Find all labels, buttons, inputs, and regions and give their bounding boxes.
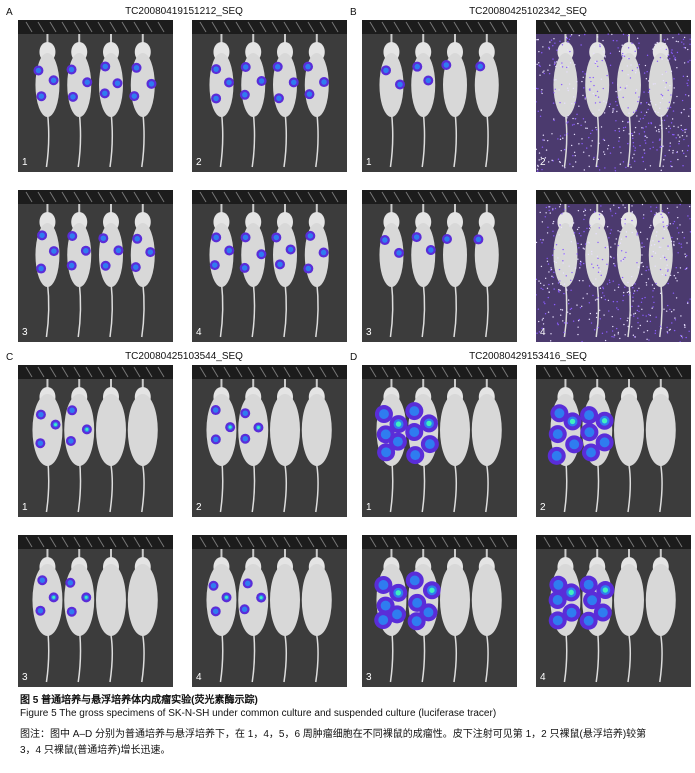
image-label: 1 <box>366 502 372 513</box>
image-label: 3 <box>22 672 28 683</box>
panel-letter: C <box>6 352 14 363</box>
image-label: 3 <box>22 327 28 338</box>
image-label: 1 <box>22 157 28 168</box>
mouse-image <box>18 190 173 342</box>
panel-letter: A <box>6 7 13 18</box>
mouse-image <box>536 365 691 517</box>
panel-letter: D <box>350 352 358 363</box>
mouse-image <box>192 365 347 517</box>
panel-title: TC20080425102342_SEQ <box>469 6 587 17</box>
mouse-image <box>362 535 517 687</box>
mouse-image <box>192 190 347 342</box>
mouse-image <box>536 535 691 687</box>
image-label: 2 <box>196 502 202 513</box>
image-label: 4 <box>196 672 202 683</box>
image-label: 3 <box>366 672 372 683</box>
image-label: 2 <box>540 502 546 513</box>
panel-title: TC20080425103544_SEQ <box>125 351 243 362</box>
image-label: 4 <box>540 672 546 683</box>
image-label: 1 <box>366 157 372 168</box>
mouse-image <box>362 20 517 172</box>
caption-note: 图注：图中 A–D 分别为普通培养与悬浮培养下，在 1，4，5，6 周肿瘤细胞在… <box>20 729 647 740</box>
mouse-image <box>18 365 173 517</box>
caption-note: 3，4 只裸鼠(普通培养)增长迅速。 <box>20 745 171 756</box>
image-label: 3 <box>366 327 372 338</box>
caption-en-title: Figure 5 The gross specimens of SK-N-SH … <box>20 708 497 719</box>
image-label: 4 <box>540 327 546 338</box>
mouse-image <box>362 365 517 517</box>
image-label: 2 <box>540 157 546 168</box>
mouse-image <box>18 20 173 172</box>
mouse-image <box>536 190 691 342</box>
panel-letter: B <box>350 7 357 18</box>
mouse-image <box>192 535 347 687</box>
mouse-image <box>18 535 173 687</box>
caption-cn-title: 图 5 普通培养与悬浮培养体内成瘤实验(荧光素酶示踪) <box>20 695 258 706</box>
mouse-image <box>362 190 517 342</box>
image-label: 1 <box>22 502 28 513</box>
mouse-image <box>192 20 347 172</box>
panel-title: TC20080419151212_SEQ <box>125 6 243 17</box>
mouse-image <box>536 20 691 172</box>
image-label: 2 <box>196 157 202 168</box>
image-label: 4 <box>196 327 202 338</box>
panel-title: TC20080429153416_SEQ <box>469 351 587 362</box>
